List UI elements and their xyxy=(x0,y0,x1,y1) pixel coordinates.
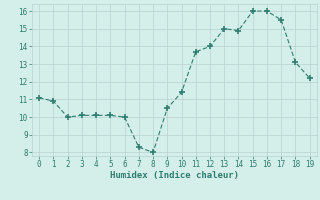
X-axis label: Humidex (Indice chaleur): Humidex (Indice chaleur) xyxy=(110,171,239,180)
